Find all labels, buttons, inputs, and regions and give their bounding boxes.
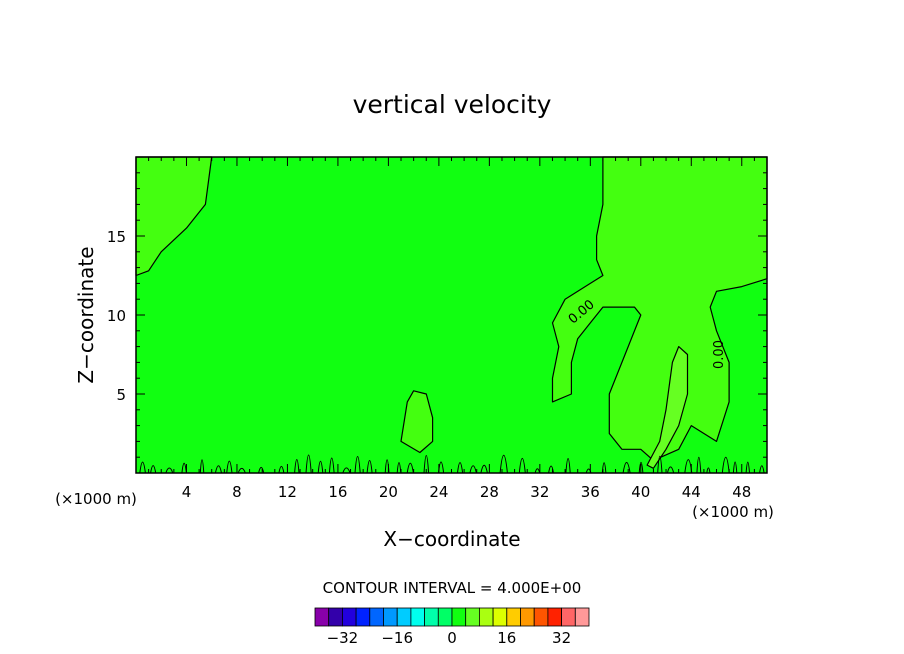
x-tick-label: 4 bbox=[182, 483, 192, 501]
contour-label: 0.00 bbox=[712, 340, 727, 369]
surface-contour bbox=[666, 466, 675, 474]
colorbar-tick-label: −32 bbox=[327, 629, 359, 647]
surface-contour bbox=[237, 467, 246, 474]
surface-contour bbox=[638, 461, 644, 474]
x-tick-label: 24 bbox=[429, 483, 448, 501]
surface-contour bbox=[480, 464, 488, 474]
surface-contour bbox=[745, 461, 750, 474]
colorbar-swatch bbox=[520, 607, 535, 627]
surface-contour bbox=[457, 462, 464, 474]
x-tick-label: 28 bbox=[480, 483, 499, 501]
colorbar-swatch bbox=[547, 607, 563, 627]
colorbar-swatch bbox=[492, 607, 508, 627]
y-axis-title: Z−coordinate bbox=[74, 246, 98, 383]
surface-contour bbox=[199, 459, 205, 474]
surface-contour bbox=[622, 462, 631, 474]
colorbar-swatch bbox=[478, 607, 494, 627]
surface-contour bbox=[150, 465, 157, 474]
colorbar-swatch bbox=[533, 607, 549, 627]
x-tick-label: 20 bbox=[379, 483, 398, 501]
colorbar-swatch bbox=[369, 607, 384, 627]
surface-contour bbox=[226, 460, 233, 474]
contour-interval-label: CONTOUR INTERVAL = 4.000E+00 bbox=[323, 579, 582, 597]
surface-contour bbox=[342, 467, 351, 474]
surface-contour bbox=[317, 460, 324, 474]
surface-contour bbox=[278, 465, 285, 474]
surface-contour bbox=[214, 465, 222, 474]
x-unit-right: (×1000 m) bbox=[692, 503, 774, 521]
surface-contour bbox=[657, 455, 663, 474]
surface-contour bbox=[565, 458, 571, 474]
x-tick-label: 36 bbox=[581, 483, 600, 501]
surface-contour bbox=[706, 467, 711, 474]
surface-contour bbox=[732, 461, 738, 474]
colorbar-swatch bbox=[396, 607, 412, 627]
colorbar-swatch bbox=[437, 607, 453, 627]
colorbar-swatch bbox=[341, 607, 357, 627]
colorbar-swatch bbox=[574, 607, 590, 627]
chart-title: vertical velocity bbox=[353, 90, 552, 119]
colorbar-swatch bbox=[506, 607, 521, 627]
surface-contour bbox=[258, 466, 265, 474]
y-tick-label: 10 bbox=[107, 307, 126, 325]
colorbar-tick-label: −16 bbox=[381, 629, 413, 647]
right-updraft-zone bbox=[551, 156, 768, 461]
upper-left-zone bbox=[135, 156, 213, 277]
y-tick-label: 5 bbox=[116, 386, 126, 404]
colorbar-tick-label: 16 bbox=[497, 629, 516, 647]
colorbar-swatch bbox=[561, 607, 576, 627]
surface-contour bbox=[406, 462, 414, 474]
x-tick-label: 40 bbox=[631, 483, 650, 501]
y-tick-label: 15 bbox=[107, 228, 126, 246]
colorbar-swatch bbox=[355, 607, 371, 627]
surface-contour bbox=[469, 465, 477, 474]
colorbar-swatch bbox=[328, 607, 343, 627]
x-unit-left: (×1000 m) bbox=[55, 490, 137, 508]
x-axis-title: X−coordinate bbox=[383, 527, 520, 551]
mid-updraft-bubble bbox=[400, 390, 434, 454]
surface-contour bbox=[423, 454, 430, 474]
surface-contour bbox=[328, 457, 335, 474]
surface-contour bbox=[534, 468, 541, 474]
x-tick-label: 16 bbox=[328, 483, 347, 501]
x-tick-label: 12 bbox=[278, 483, 297, 501]
colorbar-tick-label: 0 bbox=[447, 629, 457, 647]
colorbar-swatch bbox=[465, 607, 480, 627]
colorbar-swatch bbox=[383, 607, 398, 627]
surface-contour bbox=[548, 465, 554, 474]
colorbar-swatch bbox=[424, 607, 439, 627]
surface-contour bbox=[294, 459, 300, 474]
surface-contour-noise bbox=[139, 454, 765, 474]
x-tick-label: 48 bbox=[732, 483, 751, 501]
surface-contour bbox=[721, 456, 730, 474]
surface-contour bbox=[696, 456, 702, 474]
colorbar-tick-label: 32 bbox=[552, 629, 571, 647]
surface-contour bbox=[366, 460, 373, 474]
x-tick-label: 32 bbox=[530, 483, 549, 501]
surface-contour bbox=[518, 457, 526, 474]
contour-regions bbox=[135, 156, 768, 469]
colorbar-swatch bbox=[451, 607, 467, 627]
surface-contour bbox=[396, 462, 402, 474]
colorbar-swatch bbox=[410, 607, 425, 627]
surface-contour bbox=[354, 456, 361, 474]
surface-contour bbox=[139, 461, 146, 474]
surface-contour bbox=[499, 454, 508, 474]
colorbar-swatch bbox=[314, 607, 330, 627]
x-tick-label: 44 bbox=[682, 483, 701, 501]
surface-contour bbox=[165, 467, 174, 474]
surface-contour bbox=[305, 454, 312, 474]
x-tick-label: 8 bbox=[232, 483, 242, 501]
positive-core bbox=[646, 346, 689, 469]
colorbar: −32 −16 0 16 32 bbox=[314, 607, 590, 647]
surface-contour bbox=[759, 465, 765, 474]
